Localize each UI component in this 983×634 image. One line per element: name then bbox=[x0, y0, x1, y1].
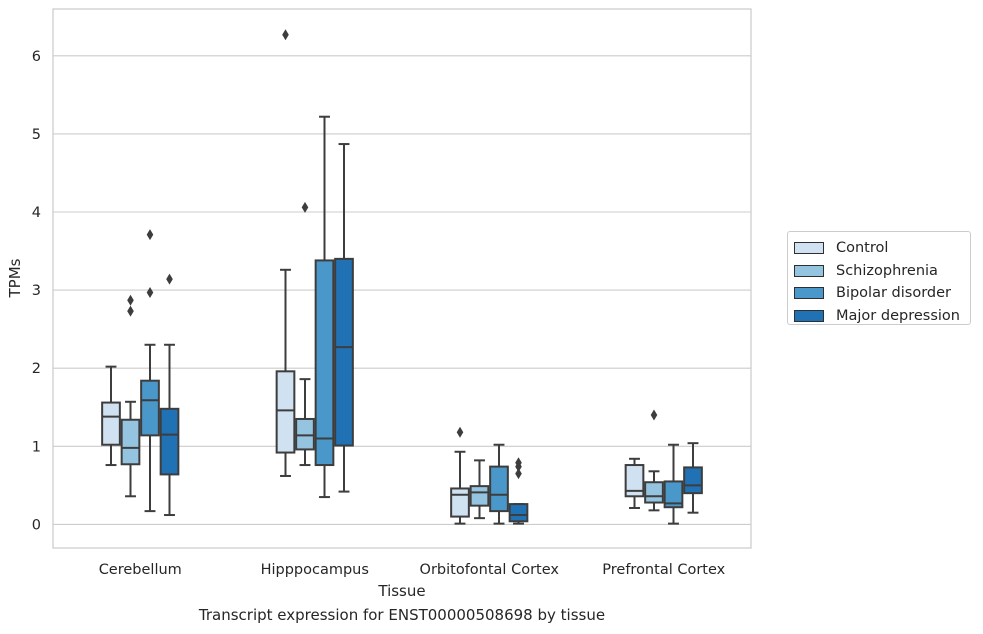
y-tick-label-0: 0 bbox=[32, 517, 41, 533]
legend-label-major-depression: Major depression bbox=[836, 307, 960, 324]
legend-swatch-schizophrenia bbox=[794, 264, 824, 277]
box-body bbox=[663, 480, 684, 509]
x-tick-label-2: Orbitofontal Cortex bbox=[420, 562, 560, 578]
legend-item-schizophrenia: Schizophrenia bbox=[794, 260, 970, 283]
box-body bbox=[140, 379, 160, 437]
plot-frame bbox=[52, 8, 752, 549]
x-axis-label: Tissue bbox=[377, 582, 425, 600]
outlier-1 bbox=[127, 294, 134, 306]
y-tick-label-2: 2 bbox=[32, 361, 41, 377]
box-body bbox=[450, 487, 470, 518]
box-schizophrenia-0 bbox=[120, 294, 141, 498]
box-bipolar-disorder-1 bbox=[314, 115, 335, 499]
outlier-0 bbox=[515, 468, 522, 480]
legend-label-bipolar-disorder: Bipolar disorder bbox=[836, 285, 951, 302]
box-body bbox=[334, 257, 354, 447]
box-body bbox=[159, 407, 180, 476]
box-schizophrenia-2 bbox=[469, 459, 490, 520]
legend-label-control: Control bbox=[836, 240, 889, 257]
x-tick-label-1: Hipppocampus bbox=[261, 562, 369, 578]
x-tick-label-3: Prefrontal Cortex bbox=[602, 562, 725, 578]
box-schizophrenia-3 bbox=[644, 409, 664, 512]
chart-caption: Transcript expression for ENST0000050869… bbox=[198, 606, 606, 624]
legend-item-major-depression: Major depression bbox=[794, 305, 970, 328]
outlier-2 bbox=[515, 457, 522, 469]
outlier-0 bbox=[650, 409, 658, 421]
outlier-1 bbox=[146, 229, 154, 241]
box-major-depression-2 bbox=[508, 457, 529, 525]
y-tick-label-1: 1 bbox=[32, 439, 41, 455]
box-body bbox=[275, 370, 296, 454]
legend: Control Schizophrenia Bipolar disorder M… bbox=[787, 231, 971, 325]
legend-swatch-bipolar-disorder bbox=[794, 287, 824, 300]
y-axis-label: TPMs bbox=[6, 258, 24, 298]
box-bipolar-disorder-3 bbox=[663, 443, 684, 525]
box-control-2 bbox=[450, 426, 470, 525]
box-body bbox=[295, 417, 315, 451]
box-body bbox=[101, 401, 121, 446]
box-major-depression-1 bbox=[334, 143, 354, 493]
outlier-0 bbox=[127, 305, 134, 317]
box-body bbox=[469, 485, 490, 507]
box-body bbox=[120, 418, 141, 466]
box-major-depression-3 bbox=[683, 442, 703, 514]
y-tick-label-4: 4 bbox=[32, 205, 41, 221]
legend-item-bipolar-disorder: Bipolar disorder bbox=[794, 282, 970, 305]
box-body bbox=[314, 259, 335, 467]
outlier-0 bbox=[146, 286, 154, 298]
legend-item-control: Control bbox=[794, 237, 970, 260]
box-body bbox=[508, 503, 529, 523]
box-control-0 bbox=[101, 365, 121, 467]
box-body bbox=[644, 481, 664, 504]
x-tick-label-0: Cerebellum bbox=[99, 562, 182, 578]
tick-labels: 0 1 2 3 4 5 6 Cerebellum Hipppocampus Orbitofonta… bbox=[32, 49, 726, 578]
box-body bbox=[489, 465, 509, 513]
box-bipolar-disorder-2 bbox=[489, 443, 509, 525]
boxes bbox=[101, 29, 703, 525]
outlier-0 bbox=[166, 273, 173, 285]
box-body bbox=[683, 466, 703, 495]
y-tick-label-5: 5 bbox=[32, 127, 41, 143]
legend-swatch-control bbox=[794, 242, 824, 255]
box-control-3 bbox=[624, 457, 645, 509]
box-major-depression-0 bbox=[159, 273, 180, 517]
y-tick-label-3: 3 bbox=[32, 283, 41, 299]
y-tick-label-6: 6 bbox=[32, 49, 41, 65]
outlier-0 bbox=[456, 426, 464, 438]
outlier-0 bbox=[282, 29, 289, 41]
outlier-0 bbox=[301, 201, 309, 213]
gridlines bbox=[53, 55, 751, 525]
legend-label-schizophrenia: Schizophrenia bbox=[836, 262, 938, 279]
box-control-1 bbox=[275, 29, 296, 477]
legend-swatch-major-depression bbox=[794, 309, 824, 322]
box-schizophrenia-1 bbox=[295, 201, 315, 467]
box-body bbox=[624, 464, 645, 498]
box-bipolar-disorder-0 bbox=[140, 229, 160, 513]
